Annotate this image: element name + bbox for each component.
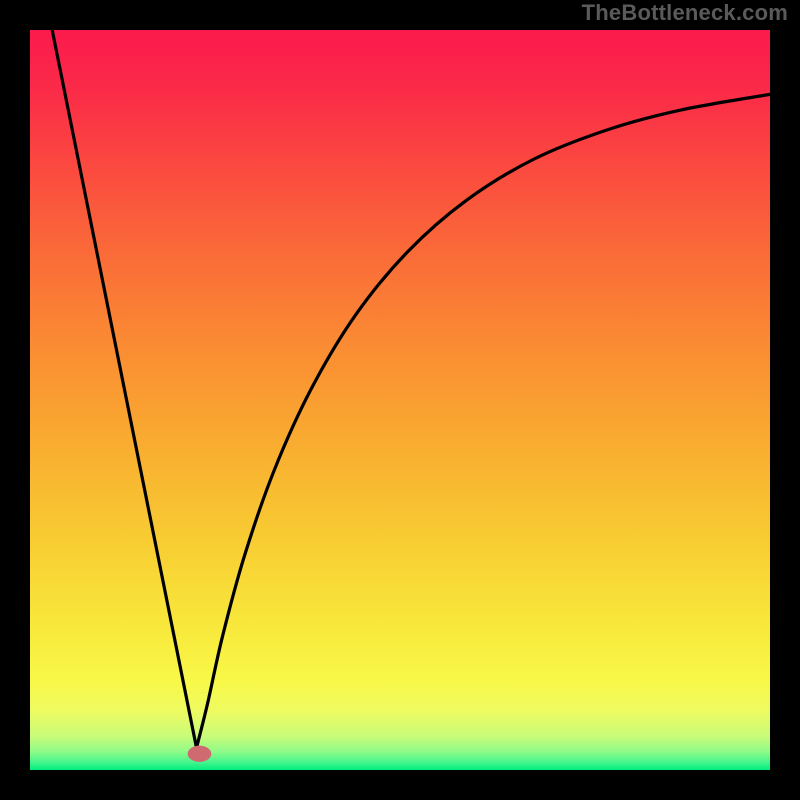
plot-area	[30, 30, 770, 770]
watermark-text: TheBottleneck.com	[582, 0, 788, 26]
chart-container: TheBottleneck.com	[0, 0, 800, 800]
gradient-background	[30, 30, 770, 770]
chart-svg	[30, 30, 770, 770]
min-marker	[188, 746, 212, 762]
